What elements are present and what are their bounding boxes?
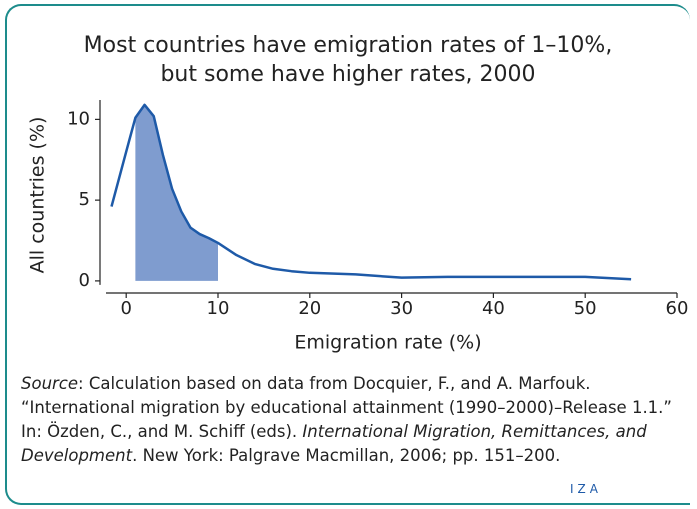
logo: IZA <box>570 482 602 496</box>
x-axis-label: Emigration rate (%) <box>294 332 481 354</box>
y-tick-label: 0 <box>79 270 90 291</box>
x-tick-label: 0 <box>120 298 131 319</box>
source-text: : Calculation based on data from Docquie… <box>21 374 672 441</box>
shaded-area <box>135 104 218 281</box>
x-tick-label: 30 <box>390 298 413 319</box>
source-note: Source: Calculation based on data from D… <box>21 372 681 468</box>
x-tick-label: 50 <box>574 298 597 319</box>
source-text: . New York: Palgrave Macmillan, 2006; pp… <box>132 446 561 465</box>
y-tick-label: 10 <box>67 108 90 129</box>
x-tick-label: 40 <box>482 298 505 319</box>
panel <box>5 4 690 505</box>
x-tick-label: 20 <box>298 298 321 319</box>
x-tick-label: 10 <box>207 298 230 319</box>
y-axis-label: All countries (%) <box>27 117 49 274</box>
chart-title: Most countries have emigration rates of … <box>84 33 613 58</box>
density-line <box>110 103 632 281</box>
x-tick-label: 60 <box>666 298 689 319</box>
source-text: International Migration, Remittances, an… <box>21 422 647 465</box>
y-tick-label: 5 <box>79 189 90 210</box>
source-text: Source <box>21 374 79 393</box>
chart-title: but some have higher rates, 2000 <box>160 62 535 87</box>
